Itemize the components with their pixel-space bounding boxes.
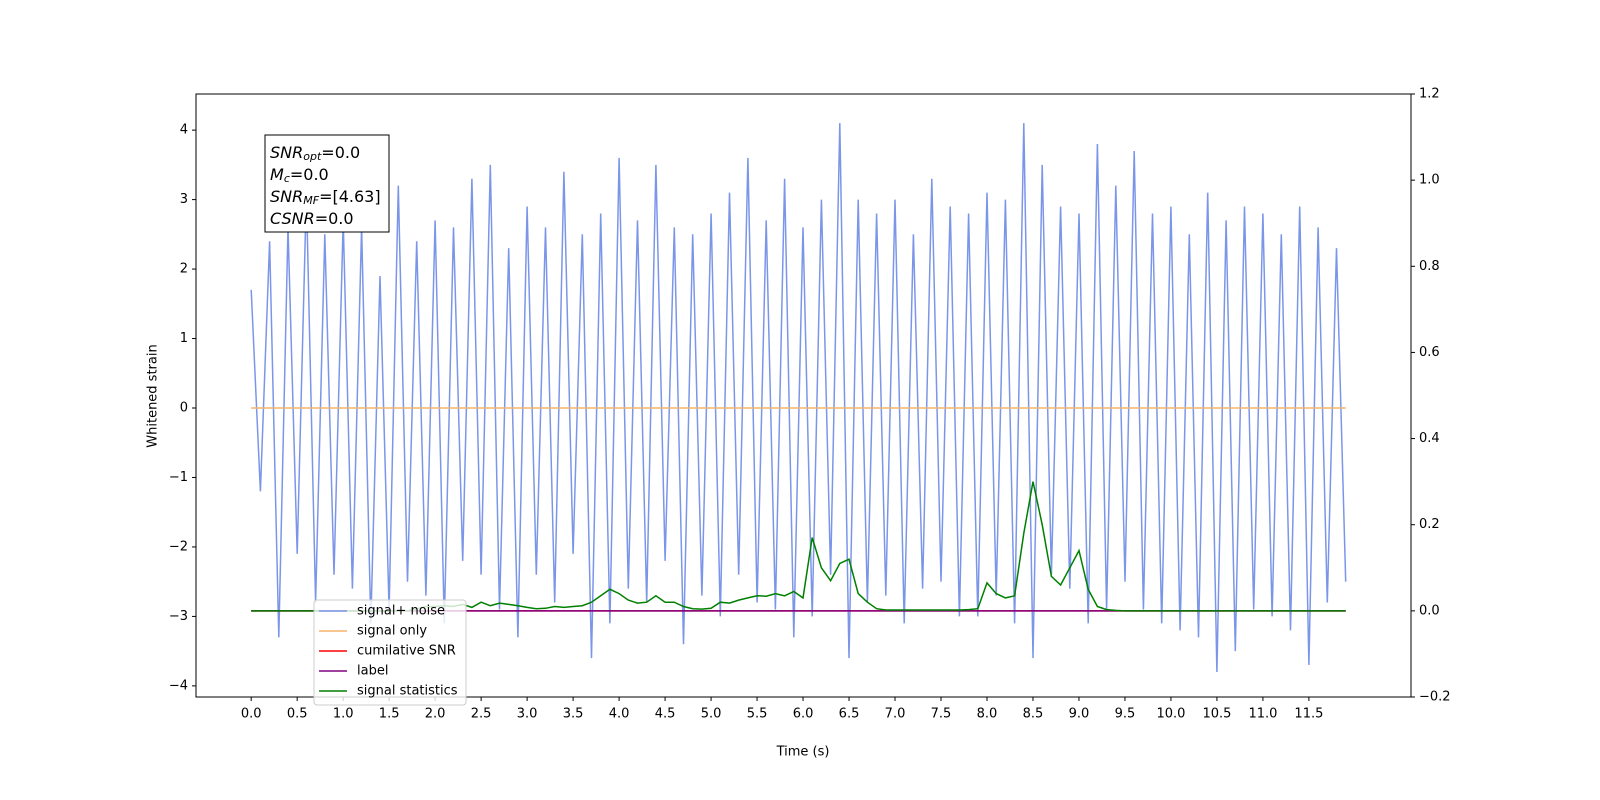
y2-tick-label: 0.4: [1419, 431, 1440, 446]
y-axis-label: Whitened strain: [146, 344, 161, 447]
x-tick-label: 10.5: [1202, 707, 1231, 722]
y2-tick-label: 1.0: [1419, 173, 1440, 188]
x-axis-label: Time (s): [776, 745, 830, 760]
legend-label: label: [357, 664, 388, 679]
annotation-base: SNR: [270, 143, 303, 162]
annotation-text: =0.0: [321, 143, 360, 162]
annotation: SNRMF=[4.63]: [270, 187, 381, 208]
x-tick-label: 3.0: [517, 707, 538, 722]
x-tick-label: 8.0: [977, 707, 998, 722]
y-tick-label: −1: [169, 470, 188, 485]
x-tick-label: 2.0: [425, 707, 446, 722]
annotation-sub: c: [284, 172, 290, 185]
x-tick-label: 0.5: [287, 707, 308, 722]
x-tick-label: 5.0: [701, 707, 722, 722]
y2-tick-label: 0.0: [1419, 603, 1440, 618]
y-tick-label: 3: [180, 192, 188, 207]
x-tick-label: 3.5: [563, 707, 584, 722]
y-tick-label: 2: [180, 262, 188, 277]
y-tick-label: 4: [180, 123, 188, 138]
annotation-text: =[4.63]: [319, 187, 381, 206]
y-tick-label: 1: [180, 331, 188, 346]
annotation-box: [264, 134, 390, 233]
x-tick-label: 10.0: [1156, 707, 1185, 722]
annotation-base: SNR: [270, 187, 303, 206]
annotation: SNRopt=0.0: [270, 143, 360, 164]
x-tick-label: 2.5: [471, 707, 492, 722]
x-tick-label: 6.0: [793, 707, 814, 722]
y-tick-label: −4: [169, 678, 188, 693]
x-tick-label: 0.0: [241, 707, 262, 722]
x-tick-label: 8.5: [1023, 707, 1044, 722]
legend-label: signal only: [357, 624, 427, 639]
series-line: [250, 123, 1347, 673]
x-tick-label: 9.0: [1069, 707, 1090, 722]
legend-label: signal statistics: [357, 684, 458, 699]
x-tick-label: 4.0: [609, 707, 630, 722]
annotation: CSNR=0.0: [270, 209, 354, 228]
y-tick-label: −2: [169, 539, 188, 554]
x-tick-label: 9.5: [1115, 707, 1136, 722]
legend-label: cumilative SNR: [357, 644, 456, 659]
y2-tick-label: 0.6: [1419, 345, 1440, 360]
annotation: Mc=0.0: [270, 165, 329, 186]
annotation-text: =0.0: [315, 209, 354, 228]
x-tick-label: 1.5: [379, 707, 400, 722]
y2-tick-label: −0.2: [1419, 690, 1451, 705]
legend-label: signal+ noise: [357, 604, 445, 619]
annotation-base: M: [270, 165, 284, 184]
annotation-base: CSNR: [270, 209, 315, 228]
y-tick-label: 0: [180, 401, 188, 416]
y2-tick-label: 1.2: [1419, 87, 1440, 102]
x-tick-label: 7.5: [931, 707, 952, 722]
legend-box: [313, 599, 467, 706]
y-tick-label: −3: [169, 609, 188, 624]
x-tick-label: 4.5: [655, 707, 676, 722]
annotation-text: =0.0: [290, 165, 329, 184]
x-tick-label: 6.5: [839, 707, 860, 722]
y2-tick-label: 0.8: [1419, 259, 1440, 274]
x-tick-label: 11.5: [1294, 707, 1323, 722]
x-tick-label: 7.0: [885, 707, 906, 722]
x-tick-label: 11.0: [1248, 707, 1277, 722]
annotation-sub: MF: [303, 194, 319, 207]
annotation-sub: opt: [303, 150, 322, 163]
x-tick-label: 5.5: [747, 707, 768, 722]
x-tick-label: 1.0: [333, 707, 354, 722]
y2-tick-label: 0.2: [1419, 517, 1440, 532]
